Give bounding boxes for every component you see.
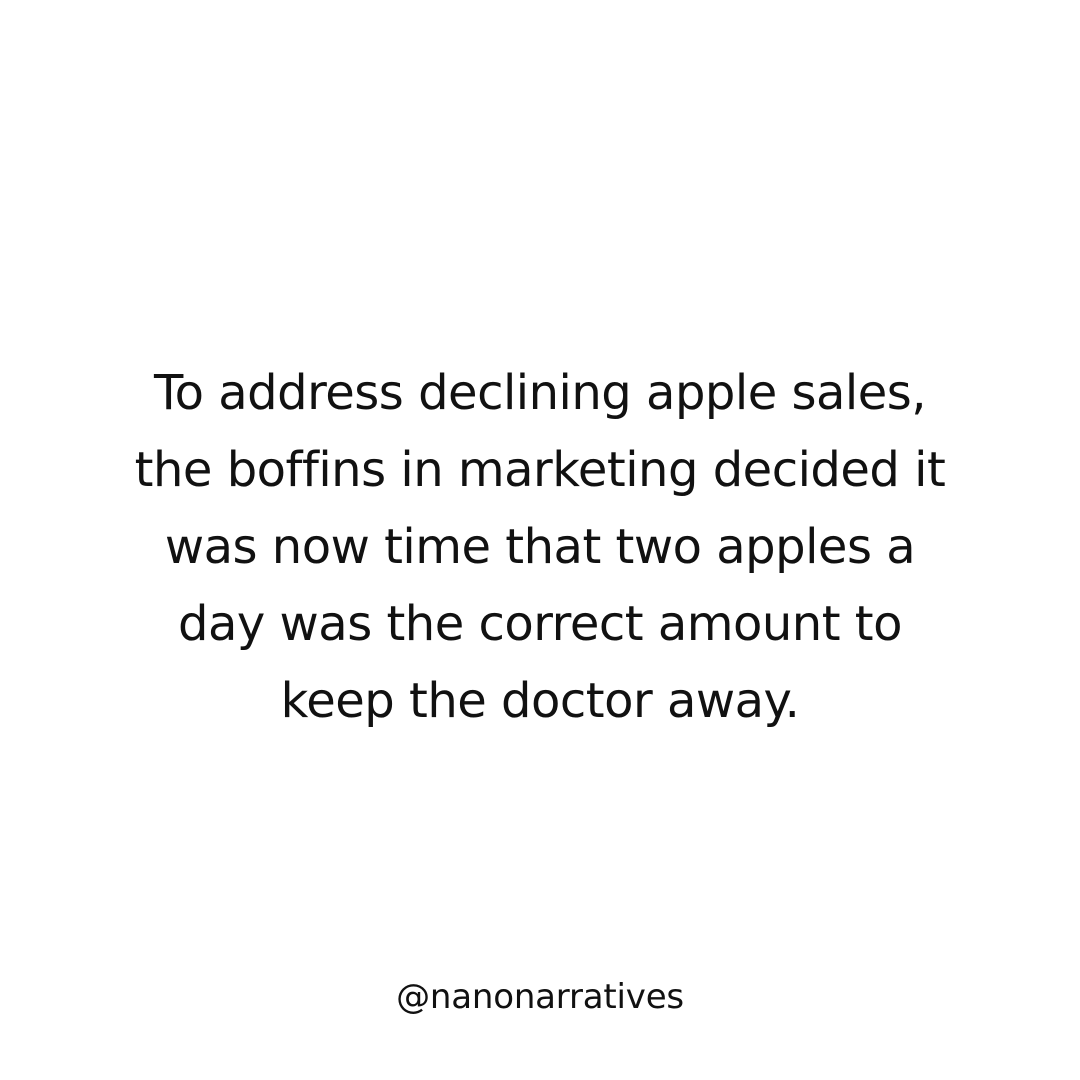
story-line: To address declining apple sales,	[153, 365, 927, 421]
story-line: was now time that two apples a	[164, 519, 916, 575]
story-text: To address declining apple sales, the bo…	[0, 355, 1080, 740]
story-line: keep the doctor away.	[280, 673, 800, 729]
author-handle: @nanonarratives	[396, 977, 684, 1017]
story-line: day was the correct amount to	[178, 596, 903, 652]
story-line: the boffins in marketing decided it	[134, 442, 946, 498]
